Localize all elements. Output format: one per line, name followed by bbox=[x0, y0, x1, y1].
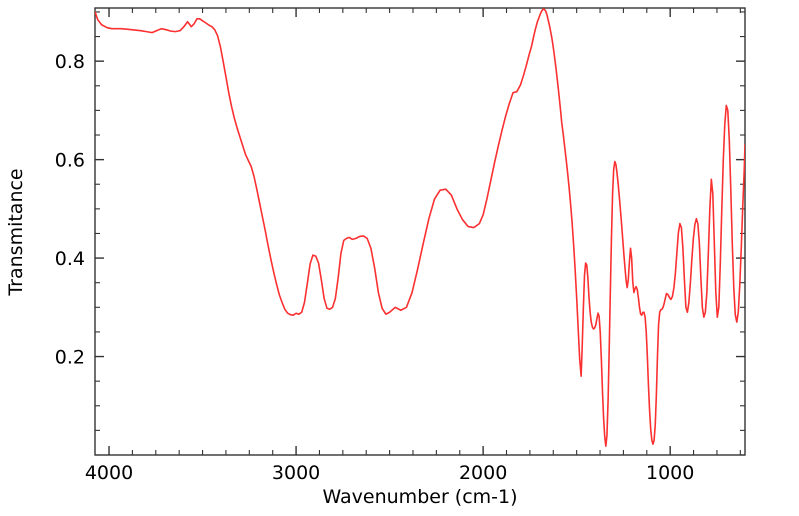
y-tick-label: 0.2 bbox=[55, 347, 85, 369]
y-tick-label: 0.6 bbox=[55, 150, 85, 172]
y-axis-ticks bbox=[95, 11, 745, 456]
x-tick-label: 1000 bbox=[646, 462, 694, 484]
x-axis-tick-labels: 4000 3000 2000 1000 bbox=[85, 462, 695, 484]
plot-frame bbox=[94, 7, 746, 456]
x-tick-label: 3000 bbox=[272, 462, 320, 484]
x-axis-label: Wavenumber (cm-1) bbox=[322, 486, 517, 508]
x-tick-label: 4000 bbox=[85, 462, 133, 484]
x-tick-label: 2000 bbox=[459, 462, 507, 484]
x-axis-ticks bbox=[108, 8, 741, 455]
y-tick-label: 0.8 bbox=[55, 51, 85, 73]
y-axis-label: Transmitance bbox=[5, 168, 27, 296]
spectrum-line-series bbox=[95, 8, 745, 447]
y-axis-tick-labels: 0.2 0.4 0.6 0.8 bbox=[55, 51, 85, 368]
y-tick-label: 0.4 bbox=[55, 248, 85, 270]
